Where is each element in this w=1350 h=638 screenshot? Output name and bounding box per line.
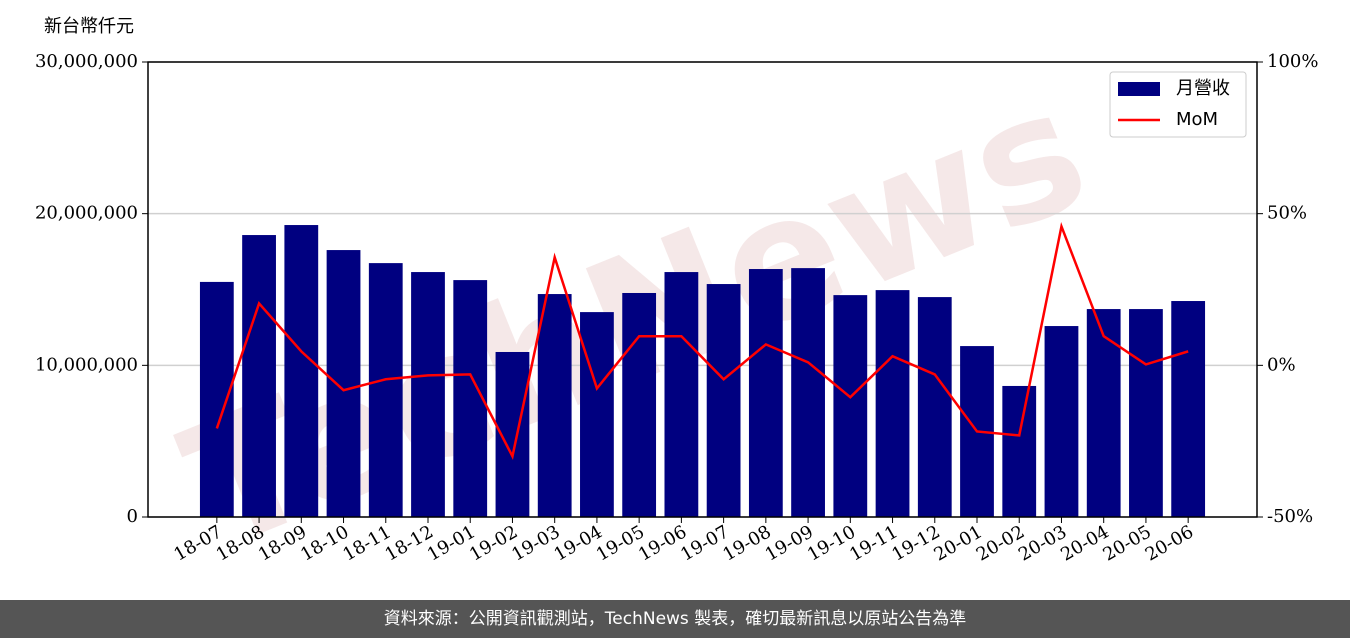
- bar: [1171, 301, 1206, 517]
- bar: [1086, 309, 1121, 517]
- bar: [1044, 326, 1079, 517]
- chart: 新台幣仟元 TechNews 010,000,00020,000,00030,0…: [35, 16, 1319, 588]
- bar: [791, 268, 825, 517]
- line: [215, 221, 1189, 461]
- bar: [368, 263, 403, 517]
- bar: [580, 312, 614, 517]
- bar: [326, 250, 361, 518]
- bar: [1129, 309, 1163, 517]
- bar: [706, 284, 741, 517]
- y2-tick-label: 0%: [1267, 354, 1296, 375]
- bar: [622, 292, 657, 517]
- bar: [284, 225, 319, 517]
- y2-tick-label: -50%: [1267, 506, 1313, 527]
- y-tick-label: 0: [127, 506, 138, 527]
- bar: [537, 294, 572, 517]
- bar: [1002, 385, 1037, 517]
- y-tick-label: 10,000,000: [35, 354, 138, 375]
- bar: [917, 297, 952, 517]
- legend-swatch: [1118, 82, 1160, 96]
- footer: 資料來源：公開資訊觀測站，TechNews 製表，確切最新訊息以原站公告為準: [0, 600, 1350, 638]
- bar: [199, 281, 234, 517]
- y2-tick-label: 50%: [1267, 203, 1307, 224]
- bar: [875, 290, 910, 517]
- y-axis-title: 新台幣仟元: [44, 16, 134, 37]
- bar: [411, 272, 445, 517]
- y-tick-label: 20,000,000: [35, 203, 138, 224]
- y2-tick-label: 100%: [1267, 51, 1318, 72]
- bar: [748, 269, 783, 517]
- bar: [242, 235, 276, 517]
- x-tick-label: 20-06: [1142, 521, 1197, 565]
- y-tick-label: 30,000,000: [35, 51, 138, 72]
- bar: [833, 295, 868, 517]
- legend-label: MoM: [1176, 109, 1218, 130]
- bar: [664, 272, 699, 517]
- plot-frame: [147, 61, 1258, 518]
- legend-label: 月營收: [1176, 78, 1230, 99]
